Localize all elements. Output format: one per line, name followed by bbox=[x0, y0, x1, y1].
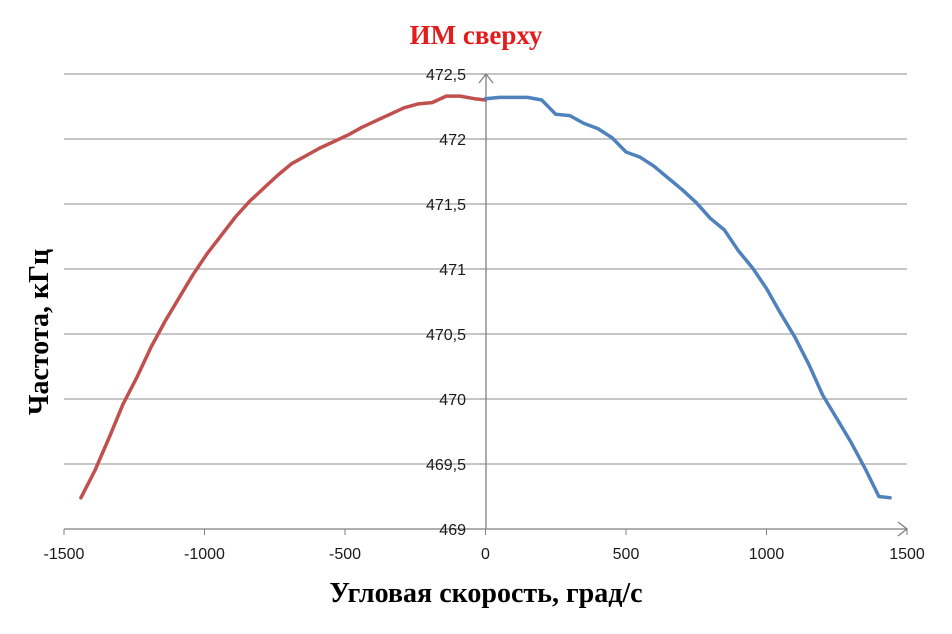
axes bbox=[63, 72, 909, 537]
y-tick-label: 471,5 bbox=[426, 197, 466, 214]
chart-title: ИМ сверху bbox=[410, 20, 543, 50]
x-tick-label: 1500 bbox=[889, 546, 925, 563]
x-tick-label: 1000 bbox=[749, 546, 785, 563]
y-tick-label: 472 bbox=[439, 132, 466, 149]
y-tick-label: 472,5 bbox=[426, 67, 466, 84]
x-tick-label: -500 bbox=[329, 546, 361, 563]
y-tick-labels: 469 469,5 470 470,5 471 471,5 472 472,5 bbox=[426, 67, 466, 539]
x-tick-label: 500 bbox=[613, 546, 640, 563]
series-line-1 bbox=[79, 94, 488, 500]
y-axis-title: Частота, кГц bbox=[24, 249, 55, 415]
x-tick-label: 0 bbox=[481, 546, 490, 563]
y-tick-label: 470,5 bbox=[426, 327, 466, 344]
x-axis-title: Угловая скорость, град/с bbox=[329, 578, 642, 609]
y-tick-label: 469,5 bbox=[426, 457, 466, 474]
y-tick-label: 469 bbox=[439, 522, 466, 539]
y-tick-label: 471 bbox=[439, 262, 466, 279]
series-lines bbox=[79, 94, 892, 500]
series-line-2 bbox=[483, 95, 892, 500]
x-tick-label: -1500 bbox=[44, 546, 85, 563]
y-tick-label: 470 bbox=[439, 392, 466, 409]
x-tick-labels: -1500 -1000 -500 0 500 1000 1500 bbox=[44, 546, 925, 563]
x-tick-label: -1000 bbox=[184, 546, 225, 563]
